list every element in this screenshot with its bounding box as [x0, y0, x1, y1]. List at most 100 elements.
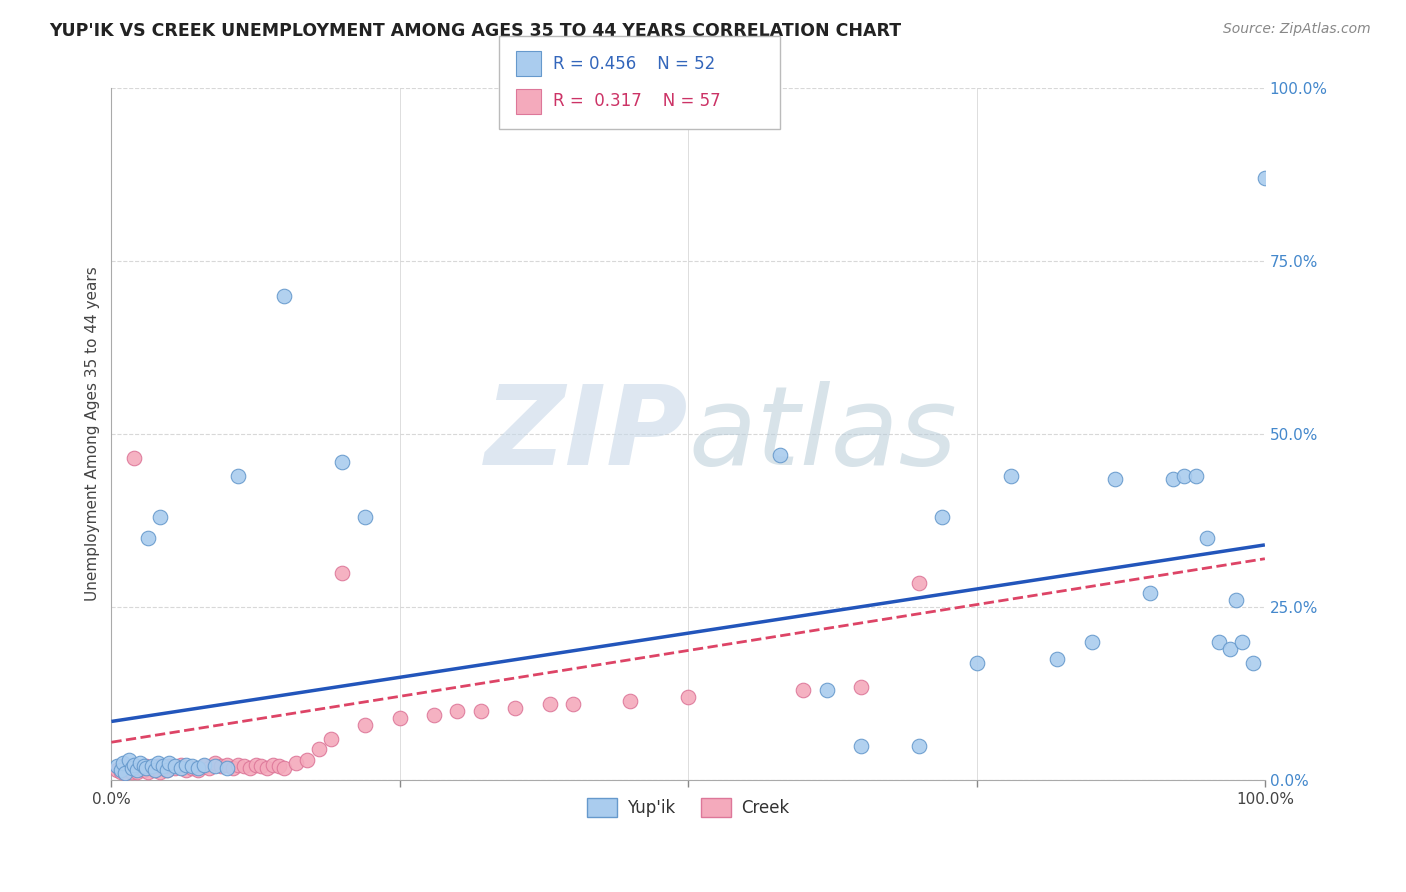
Text: Source: ZipAtlas.com: Source: ZipAtlas.com [1223, 22, 1371, 37]
Point [204, 759, 226, 773]
Point [250, 759, 273, 773]
Point [1104, 472, 1126, 486]
Point [297, 752, 319, 766]
Point [163, 759, 186, 773]
Point [187, 761, 209, 775]
Point [1173, 468, 1195, 483]
Point [141, 761, 163, 775]
Point [136, 764, 159, 779]
Point [125, 764, 148, 779]
Point [1184, 468, 1206, 483]
Point [215, 761, 238, 775]
Point [124, 758, 146, 772]
Point [135, 759, 157, 773]
Point [114, 766, 136, 780]
Text: YUP'IK VS CREEK UNEMPLOYMENT AMONG AGES 35 TO 44 YEARS CORRELATION CHART: YUP'IK VS CREEK UNEMPLOYMENT AMONG AGES … [49, 22, 901, 40]
Point [121, 761, 143, 775]
Point [198, 761, 221, 775]
Point [1197, 531, 1219, 545]
Point [156, 763, 179, 777]
Point [157, 759, 180, 773]
Point [273, 761, 295, 775]
Point [561, 697, 583, 711]
Point [226, 468, 249, 483]
Point [849, 680, 872, 694]
Point [538, 697, 561, 711]
Point [226, 758, 249, 772]
Point [233, 759, 256, 773]
Point [849, 739, 872, 753]
Point [815, 683, 838, 698]
Text: R = 0.456    N = 52: R = 0.456 N = 52 [553, 55, 714, 73]
Point [146, 759, 169, 773]
Point [1161, 472, 1184, 486]
Point [262, 758, 284, 772]
Point [176, 763, 198, 777]
Point [181, 761, 204, 775]
Point [169, 758, 191, 772]
Point [354, 718, 377, 732]
Point [118, 763, 141, 777]
Point [319, 731, 342, 746]
Point [1225, 593, 1247, 607]
Point [136, 531, 159, 545]
Point [908, 576, 931, 591]
Legend: Yup'ik, Creek: Yup'ik, Creek [581, 791, 796, 824]
Point [146, 756, 169, 770]
Point [1230, 635, 1253, 649]
Point [354, 510, 377, 524]
Point [1046, 652, 1069, 666]
Point [149, 764, 172, 779]
Point [221, 761, 243, 775]
Point [267, 759, 290, 773]
Point [143, 763, 166, 777]
Point [110, 764, 132, 779]
Point [204, 756, 226, 770]
Point [423, 707, 446, 722]
Point [125, 763, 148, 777]
Point [446, 704, 468, 718]
Point [105, 759, 128, 773]
Point [792, 683, 814, 698]
Point [181, 759, 204, 773]
Point [1208, 635, 1230, 649]
Point [209, 759, 232, 773]
Point [245, 758, 267, 772]
Point [619, 694, 641, 708]
Point [470, 704, 492, 718]
Point [105, 763, 128, 777]
Point [908, 739, 931, 753]
Text: R =  0.317    N = 57: R = 0.317 N = 57 [553, 93, 720, 111]
Point [152, 761, 174, 775]
Y-axis label: Unemployment Among Ages 35 to 44 years: Unemployment Among Ages 35 to 44 years [86, 267, 100, 601]
Text: atlas: atlas [688, 381, 956, 488]
Point [110, 763, 132, 777]
Point [169, 761, 191, 775]
Point [121, 764, 143, 779]
Point [239, 761, 262, 775]
Point [152, 759, 174, 773]
Point [149, 510, 172, 524]
Point [388, 711, 411, 725]
Point [114, 766, 136, 780]
Point [256, 761, 278, 775]
Point [503, 700, 526, 714]
Point [1000, 468, 1022, 483]
Point [143, 763, 166, 777]
Point [111, 759, 134, 773]
Point [931, 510, 953, 524]
Point [1219, 641, 1241, 656]
Point [966, 656, 988, 670]
Point [187, 763, 209, 777]
Point [111, 756, 134, 770]
Point [156, 763, 179, 777]
Point [176, 758, 198, 772]
Point [132, 763, 155, 777]
Point [273, 288, 295, 302]
Point [215, 758, 238, 772]
Point [1254, 170, 1277, 185]
Text: ZIP: ZIP [485, 381, 688, 488]
Point [193, 759, 215, 773]
Point [1139, 586, 1161, 600]
Point [285, 756, 308, 770]
